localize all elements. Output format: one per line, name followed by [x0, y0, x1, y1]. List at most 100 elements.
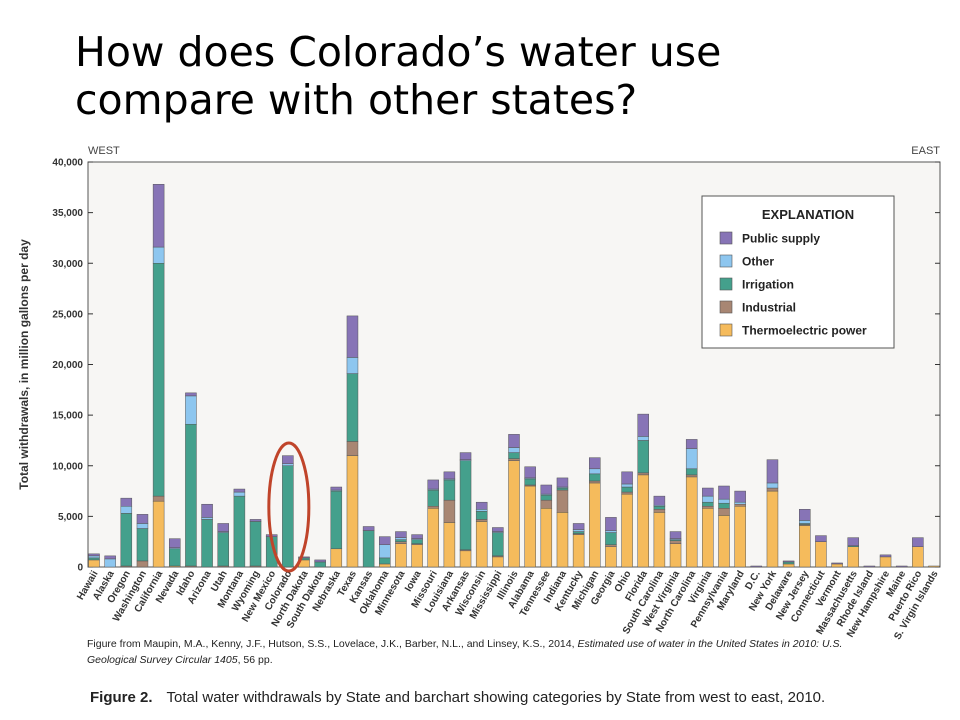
y-tick-label: 20,000	[52, 360, 83, 371]
bar-illinois-irrigation	[508, 452, 520, 459]
bar-georgia-other	[605, 530, 617, 533]
legend-label-irrigation: Irrigation	[742, 278, 794, 292]
bar-idaho-irrigation	[185, 423, 197, 567]
bar-vermont-thermoelectric-power	[831, 563, 843, 568]
bar-new-york-industrial	[766, 487, 779, 492]
bar-new-york-thermoelectric-power	[766, 490, 779, 568]
legend-swatch-industrial	[719, 300, 733, 314]
legend-title: EXPLANATION	[762, 207, 854, 222]
bar-alabama-thermoelectric-power	[524, 485, 536, 568]
bar-wisconsin-irrigation	[475, 511, 488, 520]
bar-iowa-public-supply	[411, 534, 423, 539]
bar-delaware-irrigation	[782, 561, 795, 565]
bar-colorado-public-supply	[282, 455, 294, 464]
bar-tennessee-public-supply	[540, 484, 553, 495]
bar-wisconsin-other	[475, 509, 488, 512]
bar-indiana-public-supply	[556, 477, 569, 488]
bar-louisiana-industrial	[443, 499, 456, 523]
bar-mississippi-irrigation	[492, 532, 504, 557]
legend-swatch-thermoelectric-power	[719, 323, 733, 337]
bar-kansas-irrigation	[362, 530, 375, 568]
bar-kentucky-other	[572, 529, 585, 532]
bar-maryland-other	[734, 501, 746, 505]
bar-georgia-thermoelectric-power	[605, 546, 617, 568]
bar-north-carolina-other	[685, 448, 698, 470]
bar-virginia-industrial	[702, 506, 714, 509]
bar-maine-public-supply	[895, 565, 908, 568]
bar-wisconsin-public-supply	[475, 501, 488, 510]
bar-arkansas-irrigation	[459, 460, 472, 551]
bar-california-industrial	[152, 495, 165, 502]
bar-oregon-irrigation	[120, 513, 133, 567]
bar-kentucky-public-supply	[572, 523, 585, 530]
bar-arizona-other	[201, 517, 213, 520]
bar-virginia-thermoelectric-power	[702, 508, 714, 568]
legend-label-public-supply: Public supply	[742, 232, 820, 246]
bar-california-public-supply	[152, 184, 165, 248]
bar-illinois-public-supply	[508, 434, 520, 448]
bar-south-carolina-industrial	[653, 509, 666, 513]
bar-georgia-irrigation	[605, 532, 617, 545]
bar-missouri-public-supply	[427, 479, 439, 490]
water-withdrawals-chart: WEST EAST 0 5,000 10,000 15,000 20,000 25,000 30…	[17, 145, 941, 640]
legend-swatch-irrigation	[719, 277, 733, 291]
bar-ohio-public-supply	[621, 471, 633, 485]
bar-wisconsin-thermoelectric-power	[475, 521, 488, 568]
legend-label-other: Other	[742, 255, 774, 269]
bar-kentucky-thermoelectric-power	[572, 534, 585, 568]
bar-mississippi-thermoelectric-power	[492, 556, 504, 568]
bar-new-hampshire-public-supply	[879, 554, 892, 558]
bar-u-s-virgin-islands-thermoelectric-power	[928, 565, 940, 568]
bar-west-virginia-industrial	[669, 540, 682, 544]
bar-alaska-public-supply	[104, 555, 116, 560]
bar-louisiana-irrigation	[443, 479, 456, 501]
bar-d-c-public-supply	[750, 565, 763, 568]
bar-ohio-thermoelectric-power	[621, 493, 633, 568]
figure-credit: Figure from Maupin, M.A., Kenny, J.F., H…	[87, 636, 877, 668]
bar-hawaii-irrigation	[88, 557, 100, 561]
bar-new-jersey-thermoelectric-power	[799, 525, 811, 568]
bar-tennessee-thermoelectric-power	[540, 508, 553, 568]
bar-wisconsin-industrial	[475, 519, 488, 522]
bar-michigan-public-supply	[589, 457, 601, 470]
bar-indiana-industrial	[556, 489, 569, 513]
bar-wyoming-public-supply	[249, 519, 262, 522]
bar-mississippi-public-supply	[492, 527, 504, 532]
bar-pennsylvania-industrial	[718, 508, 730, 516]
bar-north-carolina-thermoelectric-power	[685, 476, 698, 568]
bar-wyoming-irrigation	[249, 521, 262, 567]
bar-montana-public-supply	[233, 488, 246, 493]
bar-connecticut-thermoelectric-power	[815, 541, 827, 568]
bar-california-thermoelectric-power	[152, 500, 165, 568]
credit-prefix: Figure from Maupin, M.A., Kenny, J.F., H…	[87, 638, 578, 650]
bar-georgia-industrial	[605, 544, 617, 547]
bar-texas-irrigation	[346, 373, 359, 442]
bar-pennsylvania-irrigation	[718, 502, 730, 509]
bar-alabama-public-supply	[524, 466, 536, 479]
bar-minnesota-other	[395, 537, 407, 540]
legend-swatch-public-supply	[719, 231, 733, 245]
bar-vermont-public-supply	[831, 562, 843, 565]
caption-label: Figure 2.	[90, 689, 153, 706]
bar-maryland-thermoelectric-power	[734, 506, 746, 568]
bar-hawaii-other	[88, 555, 100, 559]
bar-delaware-thermoelectric-power	[782, 563, 795, 568]
legend-swatch-other	[719, 254, 733, 268]
bar-arizona-public-supply	[201, 503, 213, 518]
bar-south-carolina-public-supply	[653, 495, 666, 506]
y-axis-label: Total withdrawals, in million gallons pe…	[17, 239, 31, 490]
y-tick-label: 25,000	[52, 309, 83, 320]
bar-texas-thermoelectric-power	[346, 455, 359, 568]
bar-arizona-irrigation	[201, 519, 213, 568]
bar-michigan-industrial	[589, 480, 601, 484]
bar-nebraska-thermoelectric-power	[330, 548, 343, 568]
bar-washington-public-supply	[136, 514, 149, 524]
bar-utah-irrigation	[217, 532, 229, 567]
west-label: WEST	[88, 145, 120, 157]
bar-louisiana-thermoelectric-power	[443, 522, 456, 568]
bar-indiana-thermoelectric-power	[556, 512, 569, 568]
bar-florida-thermoelectric-power	[637, 474, 649, 568]
bar-oregon-other	[120, 506, 133, 514]
y-tick-label: 40,000	[52, 158, 83, 169]
bar-texas-public-supply	[346, 315, 359, 358]
